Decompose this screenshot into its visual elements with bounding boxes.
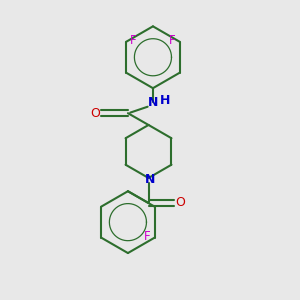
Text: O: O — [175, 196, 185, 209]
Text: F: F — [130, 34, 137, 47]
Text: N: N — [148, 96, 158, 109]
Text: F: F — [169, 34, 176, 47]
Text: H: H — [160, 94, 170, 107]
Text: F: F — [144, 230, 151, 243]
Text: N: N — [145, 173, 155, 186]
Text: O: O — [90, 107, 100, 120]
